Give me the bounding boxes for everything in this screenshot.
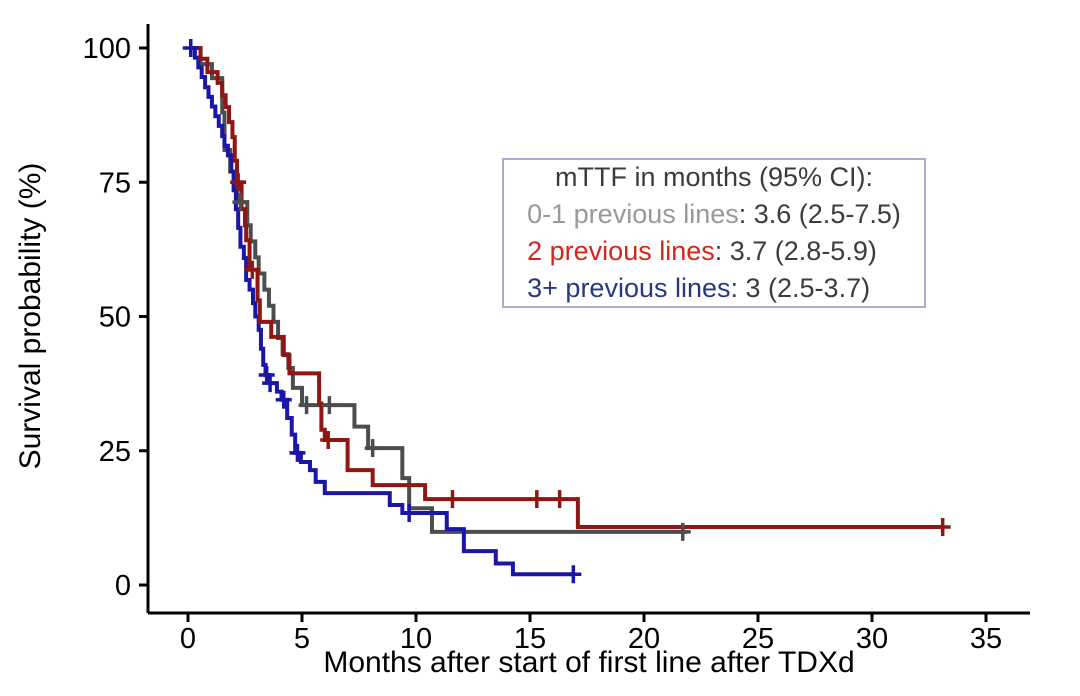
x-tick-label: 15 [514, 623, 546, 655]
y-axis-title: Survival probability (%) [14, 163, 47, 470]
x-tick-label: 20 [628, 623, 660, 655]
x-tick-label: 25 [742, 623, 774, 655]
y-tick-label: 50 [99, 302, 131, 334]
legend-entry-2-previous-lines: 2 previous lines: 3.7 (2.8-5.9) [527, 233, 901, 270]
legend-entry-label: 3+ previous lines [527, 273, 731, 303]
x-tick-label: 10 [400, 623, 432, 655]
axes: 0 5 10 15 20 25 30 35 0 25 50 75 100 [83, 24, 1030, 655]
legend-box: mTTF in months (95% CI): 0-1 previous li… [502, 158, 926, 308]
x-tick-label: 0 [180, 623, 196, 655]
x-tick-label: 5 [294, 623, 310, 655]
censors-0-1-previous-lines [232, 193, 691, 541]
legend-title: mTTF in months (95% CI): [554, 162, 874, 192]
y-tick-label: 25 [99, 436, 131, 468]
y-tick-label: 75 [99, 167, 131, 199]
y-tick-label: 100 [83, 33, 131, 65]
survival-curves [190, 46, 943, 577]
legend-entries: 0-1 previous lines: 3.6 (2.5-7.5) 2 previ… [527, 196, 901, 307]
legend-entry-0-1-previous-lines: 0-1 previous lines: 3.6 (2.5-7.5) [527, 196, 901, 233]
legend-entry-value: : 3.6 (2.5-7.5) [738, 199, 901, 229]
curve-0-1-previous-lines [195, 46, 688, 534]
censors-2-previous-lines [230, 173, 951, 537]
x-tick-label: 30 [856, 623, 888, 655]
censor-marks [182, 39, 951, 584]
x-tick-label: 35 [970, 623, 1002, 655]
curve-3-previous-lines [190, 46, 574, 577]
legend-entry-label: 2 previous lines [527, 236, 715, 266]
legend-entry-value: : 3.7 (2.8-5.9) [714, 236, 877, 266]
legend-entry-label: 0-1 previous lines [527, 199, 739, 229]
censors-3-previous-lines [182, 39, 582, 584]
legend-entry-value: : 3 (2.5-3.7) [730, 273, 871, 303]
x-axis-title: Months after start of first line after T… [323, 646, 854, 679]
legend-entry-3-previous-lines: 3+ previous lines: 3 (2.5-3.7) [527, 270, 901, 307]
y-tick-label: 0 [115, 570, 131, 602]
